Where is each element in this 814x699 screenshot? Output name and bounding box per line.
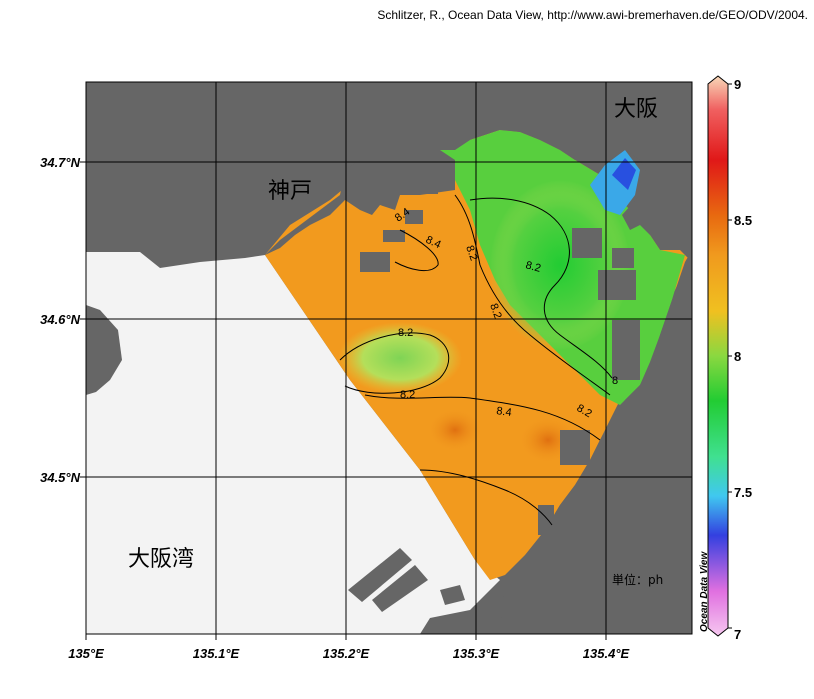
contour-label: 8.2 xyxy=(524,259,542,275)
lat-tick-label: 34.5°N xyxy=(40,470,81,485)
place-label-kobe: 神戸 xyxy=(268,179,312,204)
ph-field-deep-blue xyxy=(612,158,636,190)
map-frame xyxy=(85,81,693,635)
place-label-osaka-bay: 大阪湾 xyxy=(128,547,194,572)
lat-axis-labels: 34.7°N 34.6°N 34.5°N xyxy=(40,155,81,485)
map-grid xyxy=(86,82,692,634)
colorbar-tick-label: 9 xyxy=(734,77,741,92)
contour-label: 8 xyxy=(612,375,618,387)
ph-field-green-west xyxy=(338,322,462,394)
colorbar-tick-label: 8 xyxy=(734,349,741,364)
colorbar-ticks xyxy=(728,83,732,629)
offshore-islands xyxy=(348,548,465,612)
ph-field-green-core xyxy=(490,180,630,350)
lon-tick-label: 135.4°E xyxy=(583,646,630,661)
colorbar-tick-label: 8.5 xyxy=(734,213,752,228)
contour-label: 8.4 xyxy=(496,405,513,419)
lon-tick-label: 135.3°E xyxy=(453,646,500,661)
credit-text: Schlitzer, R., Ocean Data View, http://w… xyxy=(377,8,808,22)
lon-tick-label: 135.1°E xyxy=(193,646,240,661)
map-plot-area: 8.4 8.4 8.2 8.2 8.2 8.2 8.2 8.4 8.2 8 神戸… xyxy=(86,82,692,634)
ph-field-dark-spot-1 xyxy=(427,408,483,452)
colorbar-ramp xyxy=(707,75,729,637)
contour-label: 8.4 xyxy=(424,234,443,251)
colorbar-title: Ocean Data View xyxy=(699,551,710,632)
ph-contours xyxy=(339,194,613,526)
lon-tick-label: 135.2°E xyxy=(323,646,370,661)
lon-axis-labels: 135°E 135.1°E 135.2°E 135.3°E 135.4°E xyxy=(68,646,629,661)
contour-label: 8.2 xyxy=(400,389,415,401)
land-left-strip xyxy=(86,305,122,395)
colorbar-tick-label: 7.5 xyxy=(734,485,752,500)
lat-tick-label: 34.7°N xyxy=(40,155,81,170)
lon-tick-label: 135°E xyxy=(68,646,104,661)
colorbar-tick-label: 7 xyxy=(734,627,741,642)
kobe-piers xyxy=(265,150,455,272)
contour-labels: 8.4 8.4 8.2 8.2 8.2 8.2 8.2 8.4 8.2 8 xyxy=(393,206,618,420)
lat-tick-label: 34.6°N xyxy=(40,312,81,327)
contour-label: 8.2 xyxy=(487,302,504,320)
tick-marks xyxy=(80,161,607,640)
unit-label: 単位：ph xyxy=(612,572,663,587)
no-data-sea xyxy=(86,252,500,634)
contour-label: 8.2 xyxy=(398,327,413,339)
place-label-osaka: 大阪 xyxy=(614,97,658,122)
osaka-land xyxy=(440,82,692,634)
colorbar: 9 8.5 8 7.5 7 Ocean Data View xyxy=(699,75,752,642)
